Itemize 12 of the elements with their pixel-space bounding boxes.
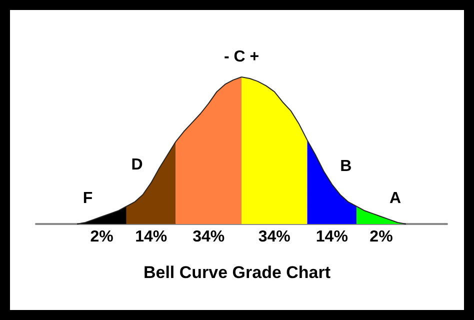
series-label: A [389, 190, 402, 208]
series-label: D [131, 156, 143, 174]
text: 14% [316, 228, 348, 246]
text: - C + [224, 48, 260, 66]
text: 14% [135, 228, 168, 246]
text: 34% [258, 228, 290, 246]
text: 34% [192, 228, 225, 246]
text: 2% [90, 228, 114, 246]
text: 2% [370, 228, 393, 246]
text: Bell Curve Grade Chart [143, 263, 331, 282]
series-label: B [340, 158, 352, 175]
series-label: F [82, 190, 93, 208]
